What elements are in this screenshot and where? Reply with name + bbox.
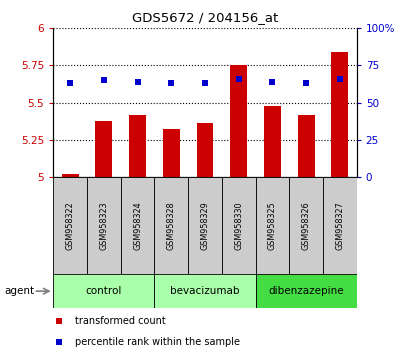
Bar	[255, 274, 356, 308]
Point	[268, 79, 275, 85]
Bar	[162, 130, 179, 177]
Bar	[53, 177, 87, 274]
Text: dibenzazepine: dibenzazepine	[267, 286, 343, 296]
Point	[67, 80, 73, 86]
Bar	[322, 177, 356, 274]
Point	[134, 79, 141, 85]
Text: transformed count: transformed count	[74, 316, 165, 326]
Text: bevacizumab: bevacizumab	[170, 286, 239, 296]
Bar	[330, 52, 347, 177]
Bar	[263, 105, 280, 177]
Bar	[297, 115, 314, 177]
Bar	[95, 120, 112, 177]
Point	[302, 80, 309, 86]
Bar	[221, 177, 255, 274]
Text: GSM958325: GSM958325	[267, 201, 276, 250]
Bar	[154, 177, 188, 274]
Text: GSM958324: GSM958324	[133, 201, 142, 250]
Point	[100, 78, 107, 83]
Point	[56, 340, 63, 346]
Bar	[188, 177, 221, 274]
Bar	[230, 65, 247, 177]
Text: GSM958329: GSM958329	[200, 201, 209, 250]
Title: GDS5672 / 204156_at: GDS5672 / 204156_at	[132, 11, 277, 24]
Text: control: control	[85, 286, 122, 296]
Point	[201, 80, 208, 86]
Bar	[196, 124, 213, 177]
Point	[168, 80, 174, 86]
Point	[235, 76, 241, 82]
Text: percentile rank within the sample: percentile rank within the sample	[74, 337, 239, 348]
Bar	[120, 177, 154, 274]
Bar	[53, 274, 154, 308]
Bar	[289, 177, 322, 274]
Text: GSM958323: GSM958323	[99, 201, 108, 250]
Text: GSM958322: GSM958322	[65, 201, 74, 250]
Text: agent: agent	[4, 286, 34, 296]
Bar	[62, 174, 79, 177]
Bar	[87, 177, 120, 274]
Text: GSM958326: GSM958326	[301, 201, 310, 250]
Bar	[255, 177, 289, 274]
Text: GSM958328: GSM958328	[166, 201, 175, 250]
Point	[56, 318, 63, 324]
Bar	[154, 274, 255, 308]
Bar	[129, 115, 146, 177]
Text: GSM958330: GSM958330	[234, 201, 243, 250]
Point	[336, 76, 342, 82]
Text: GSM958327: GSM958327	[335, 201, 344, 250]
